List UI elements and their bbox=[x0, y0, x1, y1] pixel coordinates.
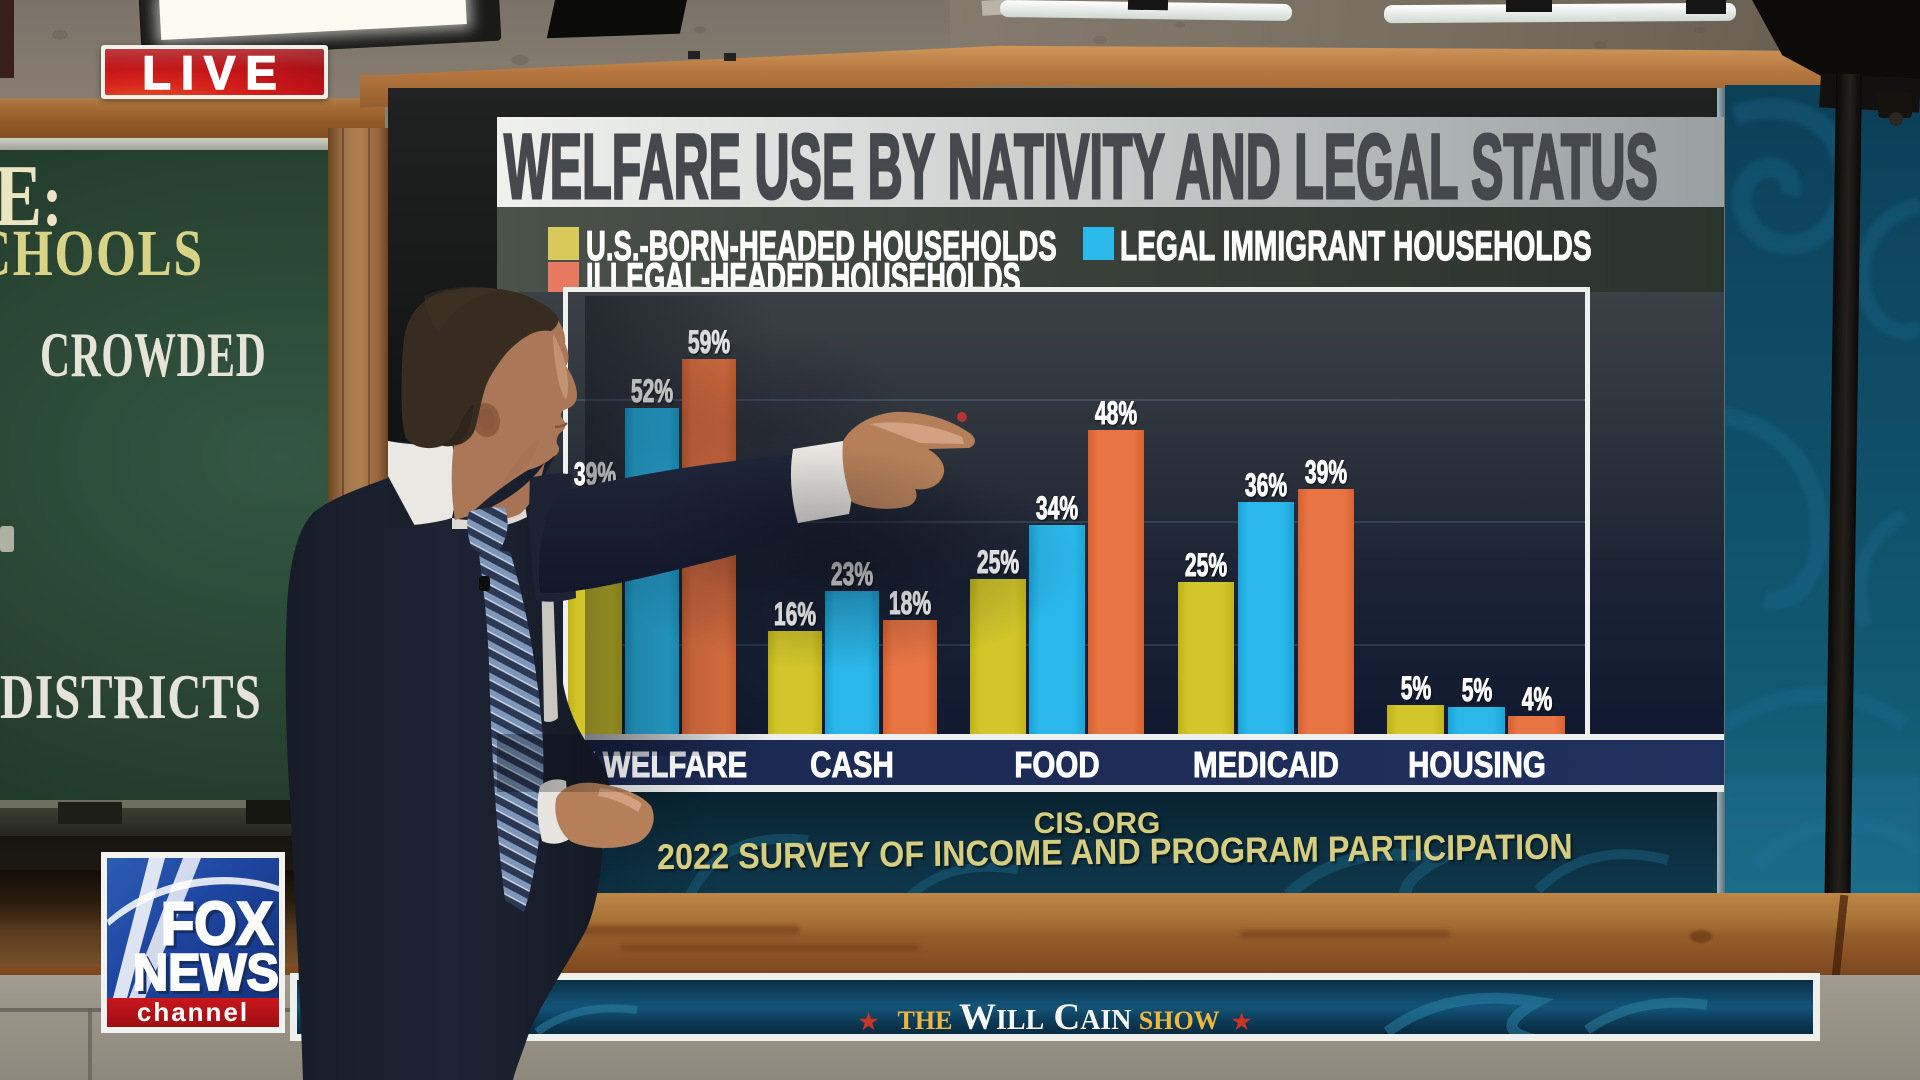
svg-text:NEWS: NEWS bbox=[136, 947, 279, 998]
svg-text:FOX: FOX bbox=[161, 890, 273, 957]
svg-text:NEWS: NEWS bbox=[133, 944, 279, 998]
svg-text:FOX: FOX bbox=[164, 893, 276, 960]
